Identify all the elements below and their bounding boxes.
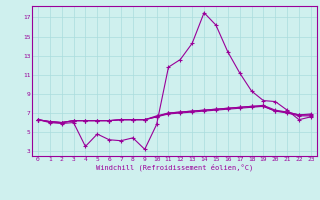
X-axis label: Windchill (Refroidissement éolien,°C): Windchill (Refroidissement éolien,°C) xyxy=(96,164,253,171)
